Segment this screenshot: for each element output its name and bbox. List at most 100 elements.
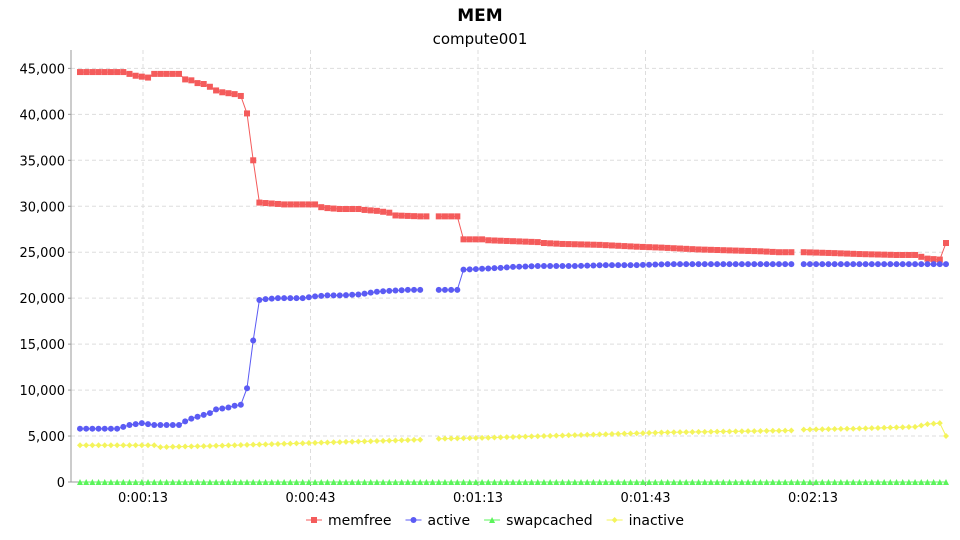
data-point-active (293, 295, 300, 302)
data-point-swapcached (658, 479, 665, 485)
data-point-inactive (175, 443, 182, 450)
data-point-memfree (893, 251, 900, 258)
data-point-active (114, 425, 121, 432)
data-point-swapcached (466, 479, 473, 485)
data-point-active (608, 262, 615, 269)
data-point-memfree (342, 206, 349, 213)
data-point-active (633, 262, 640, 269)
data-point-memfree (330, 205, 337, 212)
data-point-memfree (720, 247, 727, 254)
data-point-swapcached (633, 479, 640, 485)
data-point-active (646, 261, 653, 268)
data-point-memfree (664, 244, 671, 251)
data-point-swapcached (107, 479, 114, 485)
data-point-active (219, 405, 226, 412)
data-point-active (862, 261, 869, 268)
data-point-memfree (528, 238, 535, 245)
data-point-memfree (819, 249, 826, 256)
data-point-inactive (392, 437, 399, 444)
data-point-active (831, 261, 838, 268)
data-point-inactive (701, 428, 708, 435)
data-point-inactive (534, 433, 541, 440)
data-point-active (398, 287, 405, 294)
data-point-inactive (485, 434, 492, 441)
data-point-active (763, 261, 770, 268)
data-point-inactive (819, 426, 826, 433)
data-point-active (738, 261, 745, 268)
data-point-swapcached (293, 479, 300, 485)
data-point-memfree (244, 110, 251, 117)
data-point-memfree (856, 251, 863, 258)
data-point-swapcached (813, 479, 820, 485)
data-point-memfree (169, 70, 176, 77)
y-tick-label: 30,000 (20, 200, 66, 215)
x-tick-label: 0:00:13 (118, 491, 168, 506)
data-point-swapcached (373, 479, 380, 485)
data-point-inactive (120, 442, 127, 449)
data-point-memfree (256, 199, 263, 206)
data-point-inactive (194, 443, 201, 450)
data-point-swapcached (460, 479, 467, 485)
data-point-inactive (670, 429, 677, 436)
data-point-active (837, 261, 844, 268)
data-point-swapcached (837, 479, 844, 485)
data-point-active (590, 262, 597, 269)
data-point-swapcached (454, 479, 461, 485)
data-point-swapcached (936, 479, 943, 485)
data-point-inactive (417, 436, 424, 443)
data-point-inactive (646, 429, 653, 436)
data-point-swapcached (367, 479, 374, 485)
data-point-active (596, 262, 603, 269)
data-point-inactive (169, 443, 176, 450)
data-point-swapcached (874, 479, 881, 485)
data-point-memfree (695, 246, 702, 253)
series-line-inactive (803, 422, 947, 437)
data-point-swapcached (590, 479, 597, 485)
data-point-memfree (262, 200, 269, 207)
data-point-active (800, 261, 807, 268)
chart-subtitle: compute001 (432, 30, 528, 48)
data-point-memfree (355, 206, 362, 213)
data-point-memfree (404, 212, 411, 219)
data-point-inactive (503, 434, 510, 441)
data-point-swapcached (324, 479, 331, 485)
data-point-active (905, 261, 912, 268)
data-point-memfree (571, 241, 578, 248)
data-point-inactive (114, 442, 121, 449)
data-point-memfree (652, 244, 659, 251)
data-point-swapcached (912, 479, 919, 485)
data-point-swapcached (540, 479, 547, 485)
data-point-swapcached (726, 479, 733, 485)
data-point-inactive (664, 429, 671, 436)
data-point-active (565, 263, 572, 269)
data-point-memfree (231, 91, 238, 98)
data-point-memfree (677, 245, 684, 252)
data-point-memfree (157, 70, 164, 77)
data-point-active (89, 425, 96, 432)
data-point-active (95, 425, 102, 432)
data-point-swapcached (559, 479, 566, 485)
data-point-swapcached (361, 479, 368, 485)
data-point-active (336, 292, 343, 299)
data-point-memfree (578, 241, 585, 248)
data-point-inactive (652, 429, 659, 436)
data-point-memfree (912, 251, 919, 258)
series-line-inactive (438, 430, 792, 440)
data-point-swapcached (522, 479, 529, 485)
data-point-active (788, 261, 795, 268)
data-point-active (868, 261, 875, 268)
data-point-swapcached (800, 479, 807, 485)
data-point-inactive (472, 435, 479, 442)
data-point-inactive (615, 430, 622, 437)
data-point-memfree (936, 256, 943, 263)
data-point-active (707, 261, 714, 268)
data-point-memfree (151, 70, 158, 77)
data-point-active (169, 422, 176, 429)
data-point-memfree (658, 244, 665, 251)
data-point-swapcached (83, 479, 90, 485)
data-point-swapcached (639, 479, 646, 485)
data-point-swapcached (268, 479, 275, 485)
data-point-inactive (714, 428, 721, 435)
data-point-swapcached (472, 479, 479, 485)
data-point-memfree (472, 236, 479, 243)
